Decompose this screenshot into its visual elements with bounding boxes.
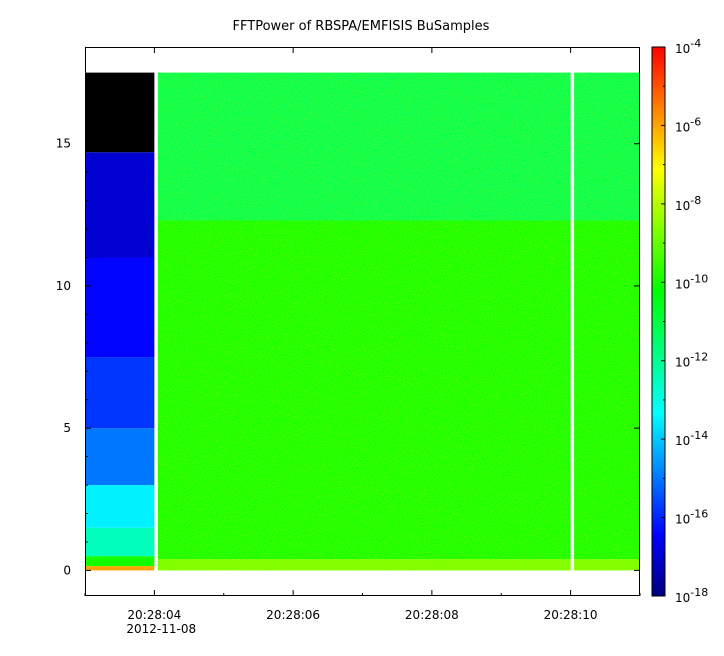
plot-texture — [157, 72, 640, 571]
heatmap-cell-0-4 — [85, 428, 155, 486]
colorbar-tick-label-6: 10-16 — [675, 508, 708, 527]
heatmap-speckle-2-2 — [574, 72, 640, 221]
x-date-label: 2012-11-08 — [126, 622, 196, 636]
heatmap-cell-0-5 — [85, 357, 155, 429]
colorbar-tick-label-5: 10-14 — [675, 429, 708, 448]
y-tick-label-0: 0 — [63, 563, 71, 577]
chart-title: FFTPower of RBSPA/EMFISIS BuSamples — [233, 19, 490, 34]
colorbar-tick-label-4: 10-12 — [675, 351, 708, 370]
heatmap-cell-0-0 — [85, 566, 155, 571]
heatmap-cell-0-8 — [85, 72, 155, 153]
heatmap-cell-0-3 — [85, 485, 155, 528]
heatmap-cell-0-1 — [85, 556, 155, 567]
x-tick-label-1: 20:28:06 — [266, 608, 320, 622]
heatmap-speckle-1-2 — [157, 72, 571, 221]
x-tick-label-0: 20:28:04 — [127, 608, 181, 622]
colorbar-tick-label-7: 10-18 — [675, 586, 708, 605]
x-tick-label-2: 20:28:08 — [405, 608, 459, 622]
heatmap-cell-0-2 — [85, 527, 155, 557]
heatmap-cell-0-6 — [85, 257, 155, 358]
heatmap-speckle-1-1 — [157, 220, 571, 560]
x-axis: 20:28:04 20:28:06 20:28:08 20:28:10 2012-11-… — [84, 47, 641, 636]
heatmap-cell-0-7 — [85, 152, 155, 258]
colorbar-tick-label-2: 10-8 — [675, 194, 701, 213]
colorbar-tick-label-3: 10-10 — [675, 272, 708, 291]
y-tick-label-2: 10 — [56, 279, 71, 293]
colorbar-tick-label-0: 10-4 — [675, 37, 701, 56]
colorbar: 10-4 10-6 10-8 10-10 10-12 10-14 10-16 10-18 — [651, 37, 708, 605]
y-tick-label-3: 15 — [56, 137, 71, 151]
y-axis: 0 5 10 15 — [56, 86, 640, 577]
heatmap-speckle-2-1 — [574, 220, 640, 560]
heatmap-speckle-2-0 — [574, 559, 640, 571]
x-tick-label-3: 20:28:10 — [544, 608, 598, 622]
y-tick-label-1: 5 — [63, 421, 71, 435]
heatmap-speckle-1-0 — [157, 559, 571, 571]
colorbar-tick-label-1: 10-6 — [675, 115, 701, 134]
